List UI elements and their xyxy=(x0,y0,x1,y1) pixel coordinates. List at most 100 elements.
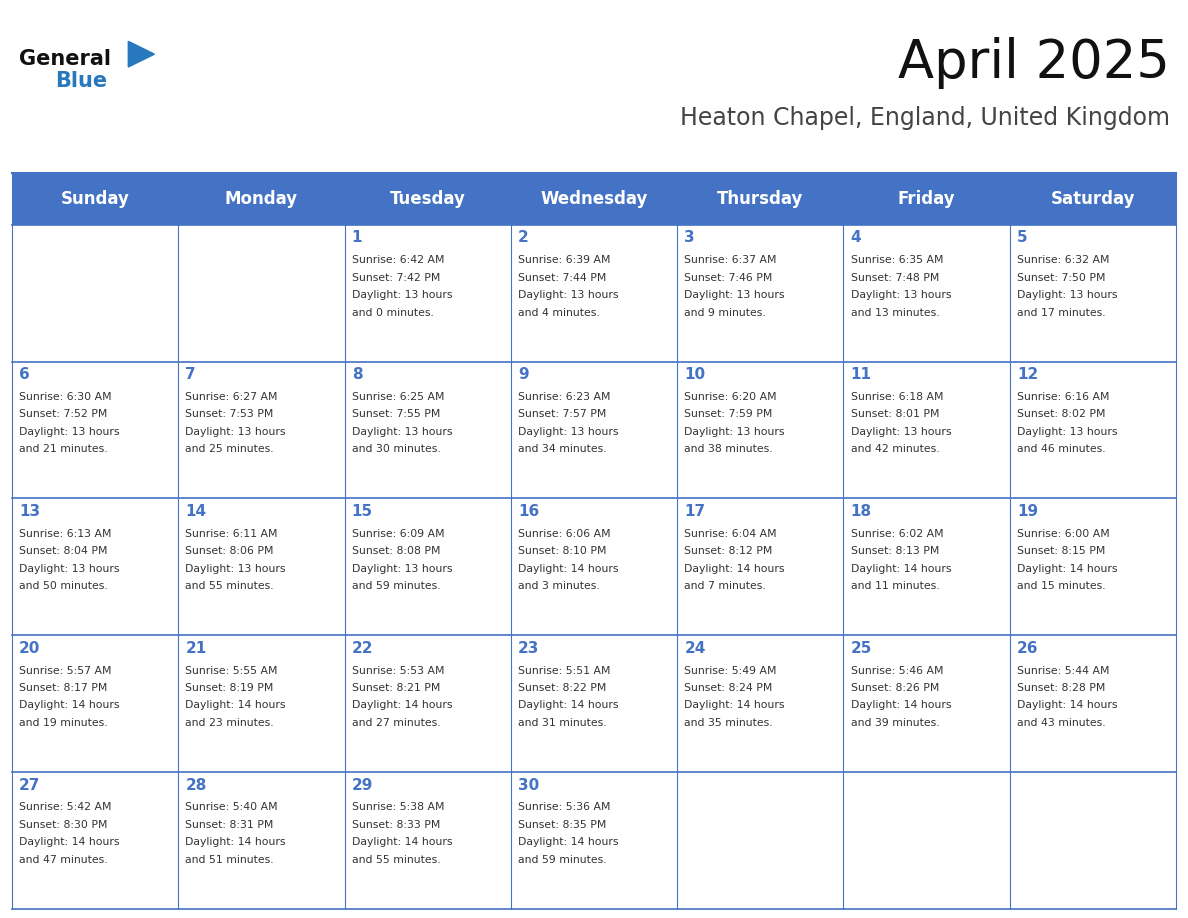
Text: 14: 14 xyxy=(185,504,207,519)
Bar xyxy=(178,635,345,772)
Bar xyxy=(178,772,345,909)
Text: Sunset: 8:01 PM: Sunset: 8:01 PM xyxy=(851,409,939,420)
Text: and 21 minutes.: and 21 minutes. xyxy=(19,444,108,454)
Text: 10: 10 xyxy=(684,367,706,382)
Text: Sunrise: 6:18 AM: Sunrise: 6:18 AM xyxy=(851,392,943,402)
Bar xyxy=(511,362,677,498)
Text: Sunrise: 6:20 AM: Sunrise: 6:20 AM xyxy=(684,392,777,402)
Text: Sunrise: 6:30 AM: Sunrise: 6:30 AM xyxy=(19,392,112,402)
Text: Sunrise: 6:13 AM: Sunrise: 6:13 AM xyxy=(19,529,112,539)
Text: and 42 minutes.: and 42 minutes. xyxy=(851,444,940,454)
Text: Sunrise: 6:25 AM: Sunrise: 6:25 AM xyxy=(352,392,444,402)
Text: Sunrise: 6:37 AM: Sunrise: 6:37 AM xyxy=(684,255,777,265)
Bar xyxy=(12,173,1176,225)
Text: 12: 12 xyxy=(1017,367,1038,382)
Text: and 17 minutes.: and 17 minutes. xyxy=(1017,308,1106,318)
Bar xyxy=(12,772,178,909)
Text: Sunrise: 6:00 AM: Sunrise: 6:00 AM xyxy=(1017,529,1110,539)
Text: Sunrise: 5:38 AM: Sunrise: 5:38 AM xyxy=(352,802,444,812)
Text: and 31 minutes.: and 31 minutes. xyxy=(518,718,607,728)
Text: Daylight: 14 hours: Daylight: 14 hours xyxy=(851,564,952,574)
Text: and 0 minutes.: and 0 minutes. xyxy=(352,308,434,318)
Text: and 55 minutes.: and 55 minutes. xyxy=(352,855,441,865)
Text: Sunset: 8:06 PM: Sunset: 8:06 PM xyxy=(185,546,273,556)
Bar xyxy=(677,498,843,635)
Text: and 35 minutes.: and 35 minutes. xyxy=(684,718,773,728)
Text: 11: 11 xyxy=(851,367,872,382)
Text: Sunset: 7:44 PM: Sunset: 7:44 PM xyxy=(518,273,606,283)
Text: Sunset: 8:31 PM: Sunset: 8:31 PM xyxy=(185,820,273,830)
Text: Wednesday: Wednesday xyxy=(541,190,647,207)
Text: Daylight: 14 hours: Daylight: 14 hours xyxy=(684,564,785,574)
Text: Daylight: 13 hours: Daylight: 13 hours xyxy=(352,564,453,574)
Text: Sunrise: 5:57 AM: Sunrise: 5:57 AM xyxy=(19,666,112,676)
Text: 28: 28 xyxy=(185,778,207,792)
Bar xyxy=(1010,225,1176,362)
Text: Sunset: 7:59 PM: Sunset: 7:59 PM xyxy=(684,409,772,420)
Text: and 30 minutes.: and 30 minutes. xyxy=(352,444,441,454)
Text: Daylight: 14 hours: Daylight: 14 hours xyxy=(1017,564,1118,574)
Text: Saturday: Saturday xyxy=(1050,190,1136,207)
Text: and 23 minutes.: and 23 minutes. xyxy=(185,718,274,728)
Text: Sunset: 7:55 PM: Sunset: 7:55 PM xyxy=(352,409,440,420)
Text: Sunday: Sunday xyxy=(61,190,129,207)
Text: Sunrise: 5:49 AM: Sunrise: 5:49 AM xyxy=(684,666,777,676)
Text: Sunrise: 6:04 AM: Sunrise: 6:04 AM xyxy=(684,529,777,539)
Text: Sunset: 8:24 PM: Sunset: 8:24 PM xyxy=(684,683,772,693)
Text: Sunset: 7:50 PM: Sunset: 7:50 PM xyxy=(1017,273,1105,283)
Text: Daylight: 13 hours: Daylight: 13 hours xyxy=(19,564,120,574)
Bar xyxy=(345,498,511,635)
Text: and 13 minutes.: and 13 minutes. xyxy=(851,308,940,318)
Text: Sunset: 8:12 PM: Sunset: 8:12 PM xyxy=(684,546,772,556)
Text: 21: 21 xyxy=(185,641,207,655)
Text: and 38 minutes.: and 38 minutes. xyxy=(684,444,773,454)
Text: 1: 1 xyxy=(352,230,362,245)
Text: Sunrise: 6:09 AM: Sunrise: 6:09 AM xyxy=(352,529,444,539)
Text: Sunset: 8:21 PM: Sunset: 8:21 PM xyxy=(352,683,440,693)
Bar xyxy=(511,498,677,635)
Text: 4: 4 xyxy=(851,230,861,245)
Text: Daylight: 13 hours: Daylight: 13 hours xyxy=(352,290,453,300)
Text: Sunrise: 5:36 AM: Sunrise: 5:36 AM xyxy=(518,802,611,812)
Text: and 27 minutes.: and 27 minutes. xyxy=(352,718,441,728)
Bar xyxy=(1010,772,1176,909)
Text: Daylight: 13 hours: Daylight: 13 hours xyxy=(19,427,120,437)
Text: Sunrise: 5:55 AM: Sunrise: 5:55 AM xyxy=(185,666,278,676)
Text: Sunset: 8:02 PM: Sunset: 8:02 PM xyxy=(1017,409,1105,420)
Text: Sunrise: 5:51 AM: Sunrise: 5:51 AM xyxy=(518,666,611,676)
Bar xyxy=(843,225,1010,362)
Text: Sunrise: 5:40 AM: Sunrise: 5:40 AM xyxy=(185,802,278,812)
Text: Sunset: 8:35 PM: Sunset: 8:35 PM xyxy=(518,820,606,830)
Text: Monday: Monday xyxy=(225,190,298,207)
Text: Sunset: 8:26 PM: Sunset: 8:26 PM xyxy=(851,683,939,693)
Text: Daylight: 14 hours: Daylight: 14 hours xyxy=(19,700,120,711)
Text: Sunset: 8:19 PM: Sunset: 8:19 PM xyxy=(185,683,273,693)
Text: Sunrise: 5:46 AM: Sunrise: 5:46 AM xyxy=(851,666,943,676)
Text: and 39 minutes.: and 39 minutes. xyxy=(851,718,940,728)
Text: Daylight: 14 hours: Daylight: 14 hours xyxy=(352,837,453,847)
Bar xyxy=(511,225,677,362)
Bar xyxy=(1010,362,1176,498)
Text: General: General xyxy=(19,49,110,69)
Text: and 51 minutes.: and 51 minutes. xyxy=(185,855,274,865)
Text: Daylight: 13 hours: Daylight: 13 hours xyxy=(851,290,952,300)
Bar xyxy=(345,225,511,362)
Text: and 3 minutes.: and 3 minutes. xyxy=(518,581,600,591)
Bar xyxy=(511,635,677,772)
Text: and 7 minutes.: and 7 minutes. xyxy=(684,581,766,591)
Text: Sunrise: 6:23 AM: Sunrise: 6:23 AM xyxy=(518,392,611,402)
Bar xyxy=(12,498,178,635)
Text: 25: 25 xyxy=(851,641,872,655)
Text: Sunrise: 6:06 AM: Sunrise: 6:06 AM xyxy=(518,529,611,539)
Text: Daylight: 13 hours: Daylight: 13 hours xyxy=(352,427,453,437)
Bar xyxy=(178,225,345,362)
Text: 5: 5 xyxy=(1017,230,1028,245)
Bar xyxy=(178,498,345,635)
Text: Sunset: 8:08 PM: Sunset: 8:08 PM xyxy=(352,546,440,556)
Text: 24: 24 xyxy=(684,641,706,655)
Text: Daylight: 14 hours: Daylight: 14 hours xyxy=(684,700,785,711)
Bar xyxy=(511,772,677,909)
Text: Sunset: 8:13 PM: Sunset: 8:13 PM xyxy=(851,546,939,556)
Text: and 46 minutes.: and 46 minutes. xyxy=(1017,444,1106,454)
Text: 15: 15 xyxy=(352,504,373,519)
